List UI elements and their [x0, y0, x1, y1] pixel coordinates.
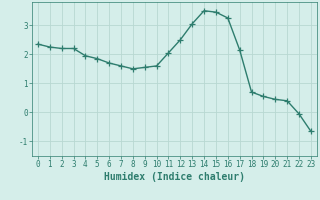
X-axis label: Humidex (Indice chaleur): Humidex (Indice chaleur) — [104, 172, 245, 182]
